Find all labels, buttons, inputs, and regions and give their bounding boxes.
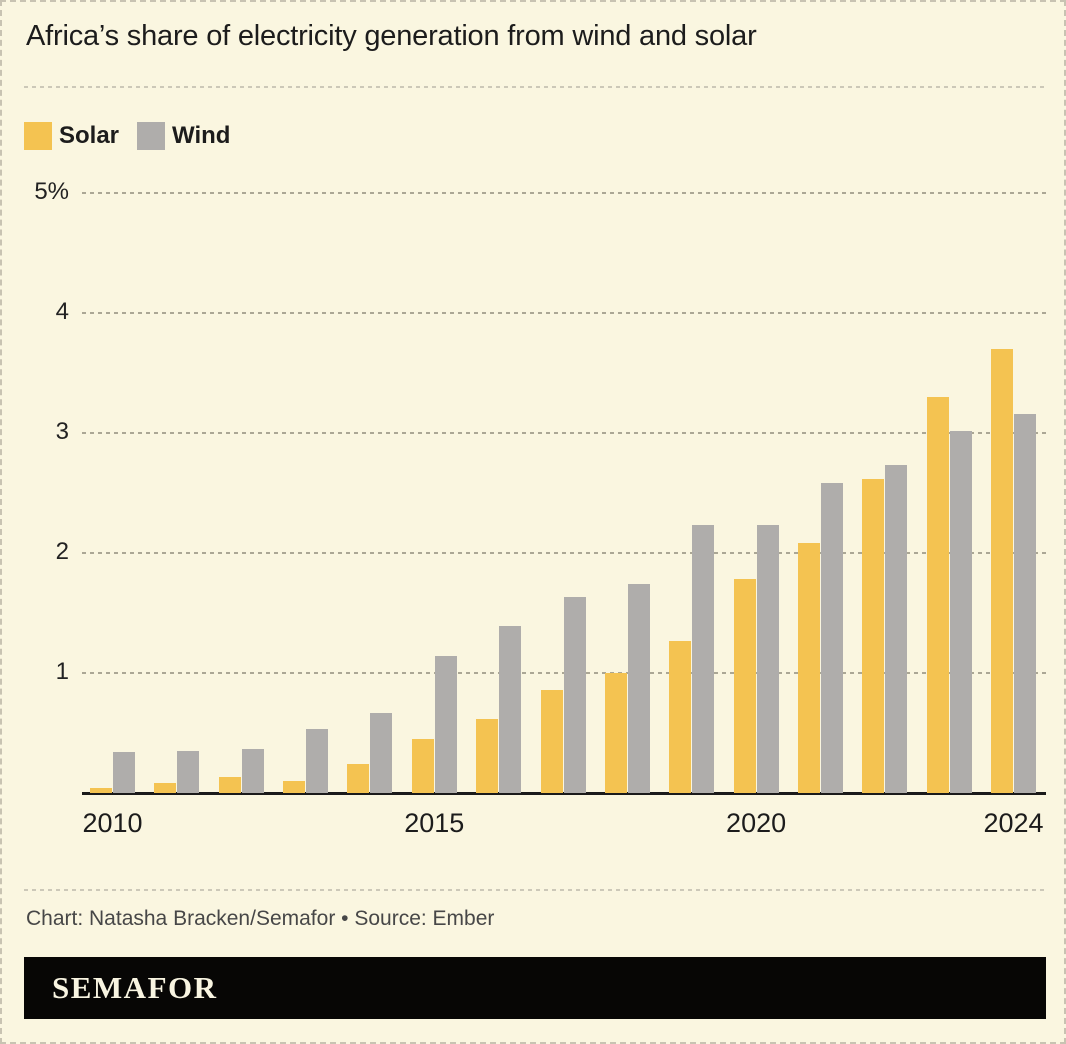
bar-wind-2011 xyxy=(177,751,199,793)
bar-wind-2019 xyxy=(692,525,714,793)
y-tick-label-2: 2 xyxy=(55,538,69,565)
bar-solar-2022 xyxy=(862,479,884,793)
chart-title: Africa’s share of electricity generation… xyxy=(26,20,757,52)
bar-solar-2021 xyxy=(798,543,820,793)
bar-solar-2016 xyxy=(476,719,498,793)
x-tick-label-2010: 2010 xyxy=(82,808,143,838)
bar-solar-2014 xyxy=(347,764,369,793)
gridline-4 xyxy=(82,312,1046,314)
bar-wind-2014 xyxy=(370,713,392,793)
bar-wind-2015 xyxy=(435,656,457,793)
bar-solar-2017 xyxy=(541,690,563,793)
gridline-3 xyxy=(82,432,1046,434)
bar-wind-2016 xyxy=(499,626,521,793)
bar-wind-2013 xyxy=(306,729,328,793)
legend: Solar Wind xyxy=(24,122,230,150)
x-axis-line xyxy=(82,792,1046,795)
bar-solar-2024 xyxy=(991,349,1013,793)
bar-solar-2023 xyxy=(927,397,949,793)
bar-wind-2022 xyxy=(885,465,907,793)
bar-wind-2018 xyxy=(628,584,650,793)
bar-wind-2010 xyxy=(113,752,135,793)
legend-swatch-wind-icon xyxy=(137,122,166,150)
bar-wind-2024 xyxy=(1014,414,1036,793)
x-tick-label-2020: 2020 xyxy=(726,808,787,838)
bar-wind-2020 xyxy=(757,525,779,793)
legend-item-solar: Solar xyxy=(24,122,119,150)
legend-item-wind: Wind xyxy=(137,122,230,150)
legend-label-wind: Wind xyxy=(172,122,231,149)
footer-separator xyxy=(24,889,1046,891)
y-tick-label-3: 3 xyxy=(55,418,69,445)
bar-solar-2011 xyxy=(154,783,176,793)
x-tick-label-2015: 2015 xyxy=(404,808,465,838)
bar-solar-2015 xyxy=(412,739,434,793)
bar-solar-2012 xyxy=(219,777,241,793)
bar-solar-2020 xyxy=(734,579,756,793)
y-tick-label-4: 4 xyxy=(55,298,69,325)
bar-solar-2018 xyxy=(605,673,627,793)
credit-line: Chart: Natasha Bracken/Semafor • Source:… xyxy=(26,907,495,930)
legend-swatch-solar-icon xyxy=(24,122,52,150)
bar-wind-2023 xyxy=(950,431,972,793)
y-tick-label-1: 1 xyxy=(55,658,69,685)
bar-wind-2021 xyxy=(821,483,843,793)
gridline-2 xyxy=(82,552,1046,554)
legend-label-solar: Solar xyxy=(59,122,120,149)
x-tick-label-2024: 2024 xyxy=(983,808,1044,838)
title-separator xyxy=(24,86,1046,88)
bar-solar-2013 xyxy=(283,781,305,793)
bar-solar-2019 xyxy=(669,641,691,793)
gridline-5 xyxy=(82,192,1046,194)
y-tick-label-5: 5% xyxy=(34,178,69,205)
semafor-logo: SEMAFOR xyxy=(52,970,218,1005)
bar-wind-2012 xyxy=(242,749,264,793)
bar-solar-2010 xyxy=(90,788,112,793)
semafor-logo-bar: SEMAFOR xyxy=(24,957,1046,1019)
bar-wind-2017 xyxy=(564,597,586,793)
